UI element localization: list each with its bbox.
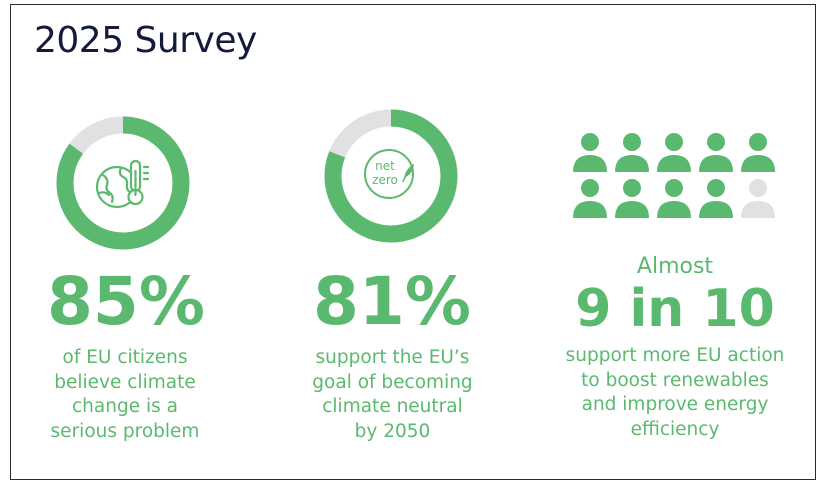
description-line: of EU citizens — [62, 347, 188, 368]
description-line: support more EU action — [565, 345, 785, 366]
description-line: goal of becoming — [312, 371, 473, 393]
person-icon-filled — [657, 179, 691, 218]
person-icon-filled — [741, 133, 775, 172]
description-line: to boost renewables — [581, 369, 769, 391]
description-line: believe climate — [54, 371, 196, 393]
stat-almost-label: Almost — [636, 254, 714, 279]
stat-85-percent: 85% — [47, 263, 205, 340]
person-icon-filled — [615, 133, 649, 172]
infographic-frame — [10, 4, 816, 480]
globe-thermometer-icon — [95, 159, 150, 209]
person-icon-empty — [741, 179, 775, 218]
person-icon-filled — [657, 133, 691, 172]
stat-9-in-10: 9 in 10 — [575, 279, 775, 339]
pictogram-people-grid — [573, 133, 775, 218]
description-line: efficiency — [630, 418, 720, 440]
donut-slice-85 — [56, 116, 190, 250]
person-icon-filled — [573, 133, 607, 172]
description-line: by 2050 — [354, 420, 431, 442]
description-line: and improve energy — [581, 394, 769, 415]
description-line: change is a — [72, 396, 178, 417]
person-icon-filled — [615, 179, 649, 218]
stat-81-percent: 81% — [313, 263, 471, 340]
person-icon-filled — [573, 179, 607, 218]
donut-slice-81 — [324, 109, 458, 243]
description-line: serious problem — [50, 420, 200, 442]
net-zero-icon-text-top: net — [375, 159, 395, 173]
description-line: climate neutral — [322, 396, 463, 417]
person-icon-filled — [699, 179, 733, 218]
donut-chart-climate-problem — [56, 116, 190, 250]
person-icon-filled — [699, 133, 733, 172]
net-zero-icon-text-bottom: zero — [372, 173, 398, 187]
description-climate-problem: of EU citizens believe climate change is… — [20, 346, 230, 444]
description-renewables: support more EU action to boost renewabl… — [540, 344, 810, 442]
net-zero-icon: net zero — [364, 149, 414, 199]
description-line: support the EU’s — [315, 347, 470, 368]
donut-chart-climate-neutral: net zero — [324, 109, 458, 243]
page-title: 2025 Survey — [34, 20, 257, 61]
description-climate-neutral: support the EU’s goal of becoming climat… — [285, 346, 500, 444]
